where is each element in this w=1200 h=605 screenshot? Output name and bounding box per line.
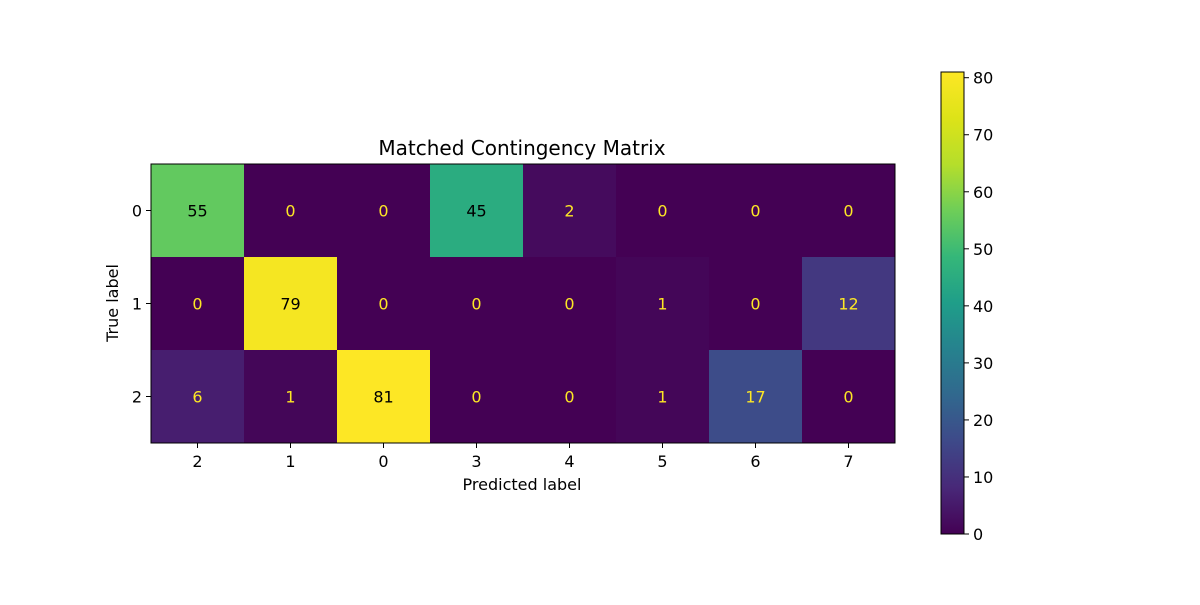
cell-value-label: 6 — [192, 388, 202, 407]
heatmap-cell — [430, 350, 523, 443]
heatmap-cell — [709, 164, 802, 257]
heatmap-cell — [523, 350, 616, 443]
colorbar-tick-label: 10 — [973, 468, 993, 487]
colorbar-tick-label: 70 — [973, 126, 993, 145]
cell-value-label: 17 — [745, 388, 765, 407]
heatmap-cell — [709, 257, 802, 350]
colorbar-tick-label: 60 — [973, 183, 993, 202]
colorbar-tick-label: 30 — [973, 354, 993, 373]
cell-value-label: 0 — [471, 295, 481, 314]
y-axis-label: True label — [103, 264, 122, 343]
x-axis: 2 1 0 3 4 5 6 7 — [192, 443, 854, 471]
colorbar — [940, 71, 965, 535]
heatmap-cell — [244, 164, 337, 257]
heatmap-cell — [151, 164, 244, 257]
heatmap-cell — [430, 257, 523, 350]
y-tick-label: 2 — [132, 388, 142, 407]
x-tick-label: 4 — [564, 452, 574, 471]
heatmap-cell — [802, 164, 895, 257]
cell-value-label: 0 — [843, 202, 853, 221]
cell-value-label: 0 — [471, 388, 481, 407]
cell-value-label: 45 — [466, 202, 486, 221]
heatmap-cell — [151, 350, 244, 443]
cell-value-label: 0 — [657, 202, 667, 221]
heatmap-cell — [616, 257, 709, 350]
colorbar-tick-label: 20 — [973, 411, 993, 430]
x-tick-label: 1 — [285, 452, 295, 471]
heatmap-grid: 55 0 0 45 2 0 0 0 0 79 0 0 0 1 0 12 6 1 81 0 0 1 17 0 — [151, 164, 895, 443]
y-tick-label: 1 — [132, 295, 142, 314]
cell-value-label: 1 — [657, 388, 667, 407]
heatmap-cell — [802, 350, 895, 443]
x-tick-label: 6 — [750, 452, 760, 471]
y-tick-label: 0 — [132, 202, 142, 221]
heatmap-cell — [616, 350, 709, 443]
cell-value-label: 0 — [564, 295, 574, 314]
cell-value-label: 0 — [750, 202, 760, 221]
cell-value-label: 55 — [187, 202, 207, 221]
cell-value-label: 12 — [838, 295, 858, 314]
y-axis: 0 1 2 — [132, 202, 151, 407]
heatmap-cell — [616, 164, 709, 257]
colorbar-tick-label: 80 — [973, 69, 993, 88]
cell-value-label: 1 — [657, 295, 667, 314]
heatmap-cell — [337, 164, 430, 257]
heatmap-cell — [430, 164, 523, 257]
heatmap-cell — [337, 257, 430, 350]
cell-value-label: 0 — [750, 295, 760, 314]
cell-value-label: 2 — [564, 202, 574, 221]
cell-value-label: 0 — [192, 295, 202, 314]
x-tick-label: 0 — [378, 452, 388, 471]
colorbar-tick-label: 0 — [973, 525, 983, 544]
heatmap-cell — [523, 257, 616, 350]
heatmap-cell — [151, 257, 244, 350]
x-tick-label: 5 — [657, 452, 667, 471]
colorbar-tick-label: 40 — [973, 297, 993, 316]
cell-value-label: 79 — [280, 295, 300, 314]
x-axis-label: Predicted label — [463, 475, 582, 494]
cell-value-label: 81 — [373, 388, 393, 407]
colorbar-tick-label: 50 — [973, 240, 993, 259]
x-tick-label: 3 — [471, 452, 481, 471]
heatmap-cell — [523, 164, 616, 257]
x-tick-label: 2 — [192, 452, 202, 471]
cell-value-label: 0 — [285, 202, 295, 221]
colorbar-axis: 0 10 20 30 40 50 60 70 80 — [964, 69, 993, 544]
x-tick-label: 7 — [843, 452, 853, 471]
heatmap-cell — [802, 257, 895, 350]
cell-value-label: 0 — [843, 388, 853, 407]
cell-value-label: 1 — [285, 388, 295, 407]
heatmap-cell — [244, 350, 337, 443]
cell-value-label: 0 — [378, 202, 388, 221]
heatmap-cell — [337, 350, 430, 443]
cell-value-label: 0 — [564, 388, 574, 407]
chart-title: Matched Contingency Matrix — [378, 136, 665, 160]
heatmap-cell — [709, 350, 802, 443]
heatmap-cell — [244, 257, 337, 350]
cell-value-label: 0 — [378, 295, 388, 314]
